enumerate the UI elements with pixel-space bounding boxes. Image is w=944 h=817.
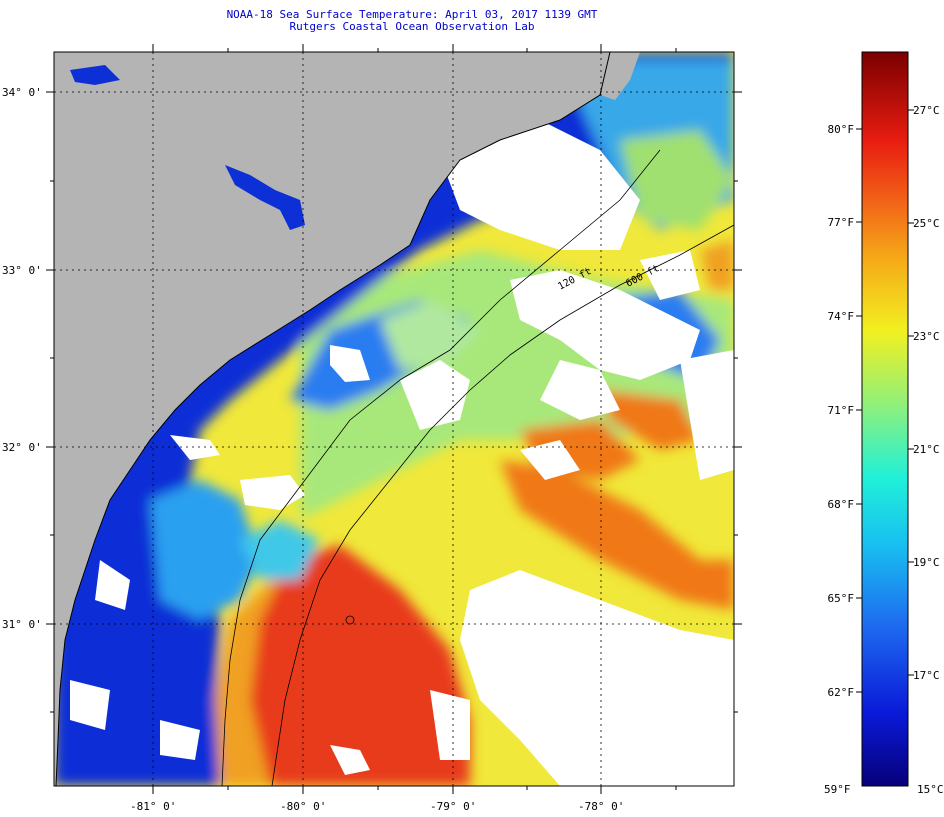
- isobath-600ft: [271, 224, 734, 786]
- cb-label-23c: 23°C: [913, 330, 940, 343]
- lat-label-32: 32° 0': [2, 441, 42, 454]
- colorbar: [861, 51, 909, 787]
- cb-label-65f: 65°F: [827, 592, 855, 605]
- map-subtitle: Rutgers Coastal Ocean Observation Lab: [289, 20, 535, 33]
- axis-ticks: [46, 44, 742, 794]
- gulf-stream-warm: [250, 545, 470, 786]
- graticule: [54, 52, 734, 786]
- coastline: [55, 52, 611, 786]
- cb-label-74f: 74°F: [827, 310, 855, 323]
- cb-label-15c: 15°C: [917, 783, 944, 796]
- cb-label-80f: 80°F: [827, 123, 855, 136]
- cb-label-19c: 19°C: [913, 556, 940, 569]
- lon-label-80: -80° 0': [280, 800, 327, 813]
- land-mass: [54, 52, 610, 786]
- lon-label-81: -81° 0': [130, 800, 177, 813]
- map-frame: [53, 51, 735, 787]
- colorbar-ticks: [856, 109, 914, 693]
- cb-label-77f: 77°F: [827, 216, 855, 229]
- lat-label-31: 31° 0': [2, 618, 42, 631]
- lon-label-79: -79° 0': [430, 800, 477, 813]
- lat-label-33: 33° 0': [2, 264, 42, 277]
- cb-label-17c: 17°C: [913, 669, 940, 682]
- lat-label-34: 34° 0': [2, 86, 42, 99]
- map-title: NOAA-18 Sea Surface Temperature: April 0…: [226, 8, 598, 21]
- cb-label-21c: 21°C: [913, 443, 940, 456]
- cb-label-68f: 68°F: [827, 498, 855, 511]
- isobath-120ft: [221, 149, 661, 786]
- cb-label-27c: 27°C: [913, 104, 940, 117]
- cb-label-25c: 25°C: [913, 217, 940, 230]
- cb-label-62f: 62°F: [827, 686, 855, 699]
- cb-label-59f: 59°F: [824, 783, 851, 796]
- lon-label-78: -78° 0': [578, 800, 625, 813]
- cb-label-71f: 71°F: [827, 404, 855, 417]
